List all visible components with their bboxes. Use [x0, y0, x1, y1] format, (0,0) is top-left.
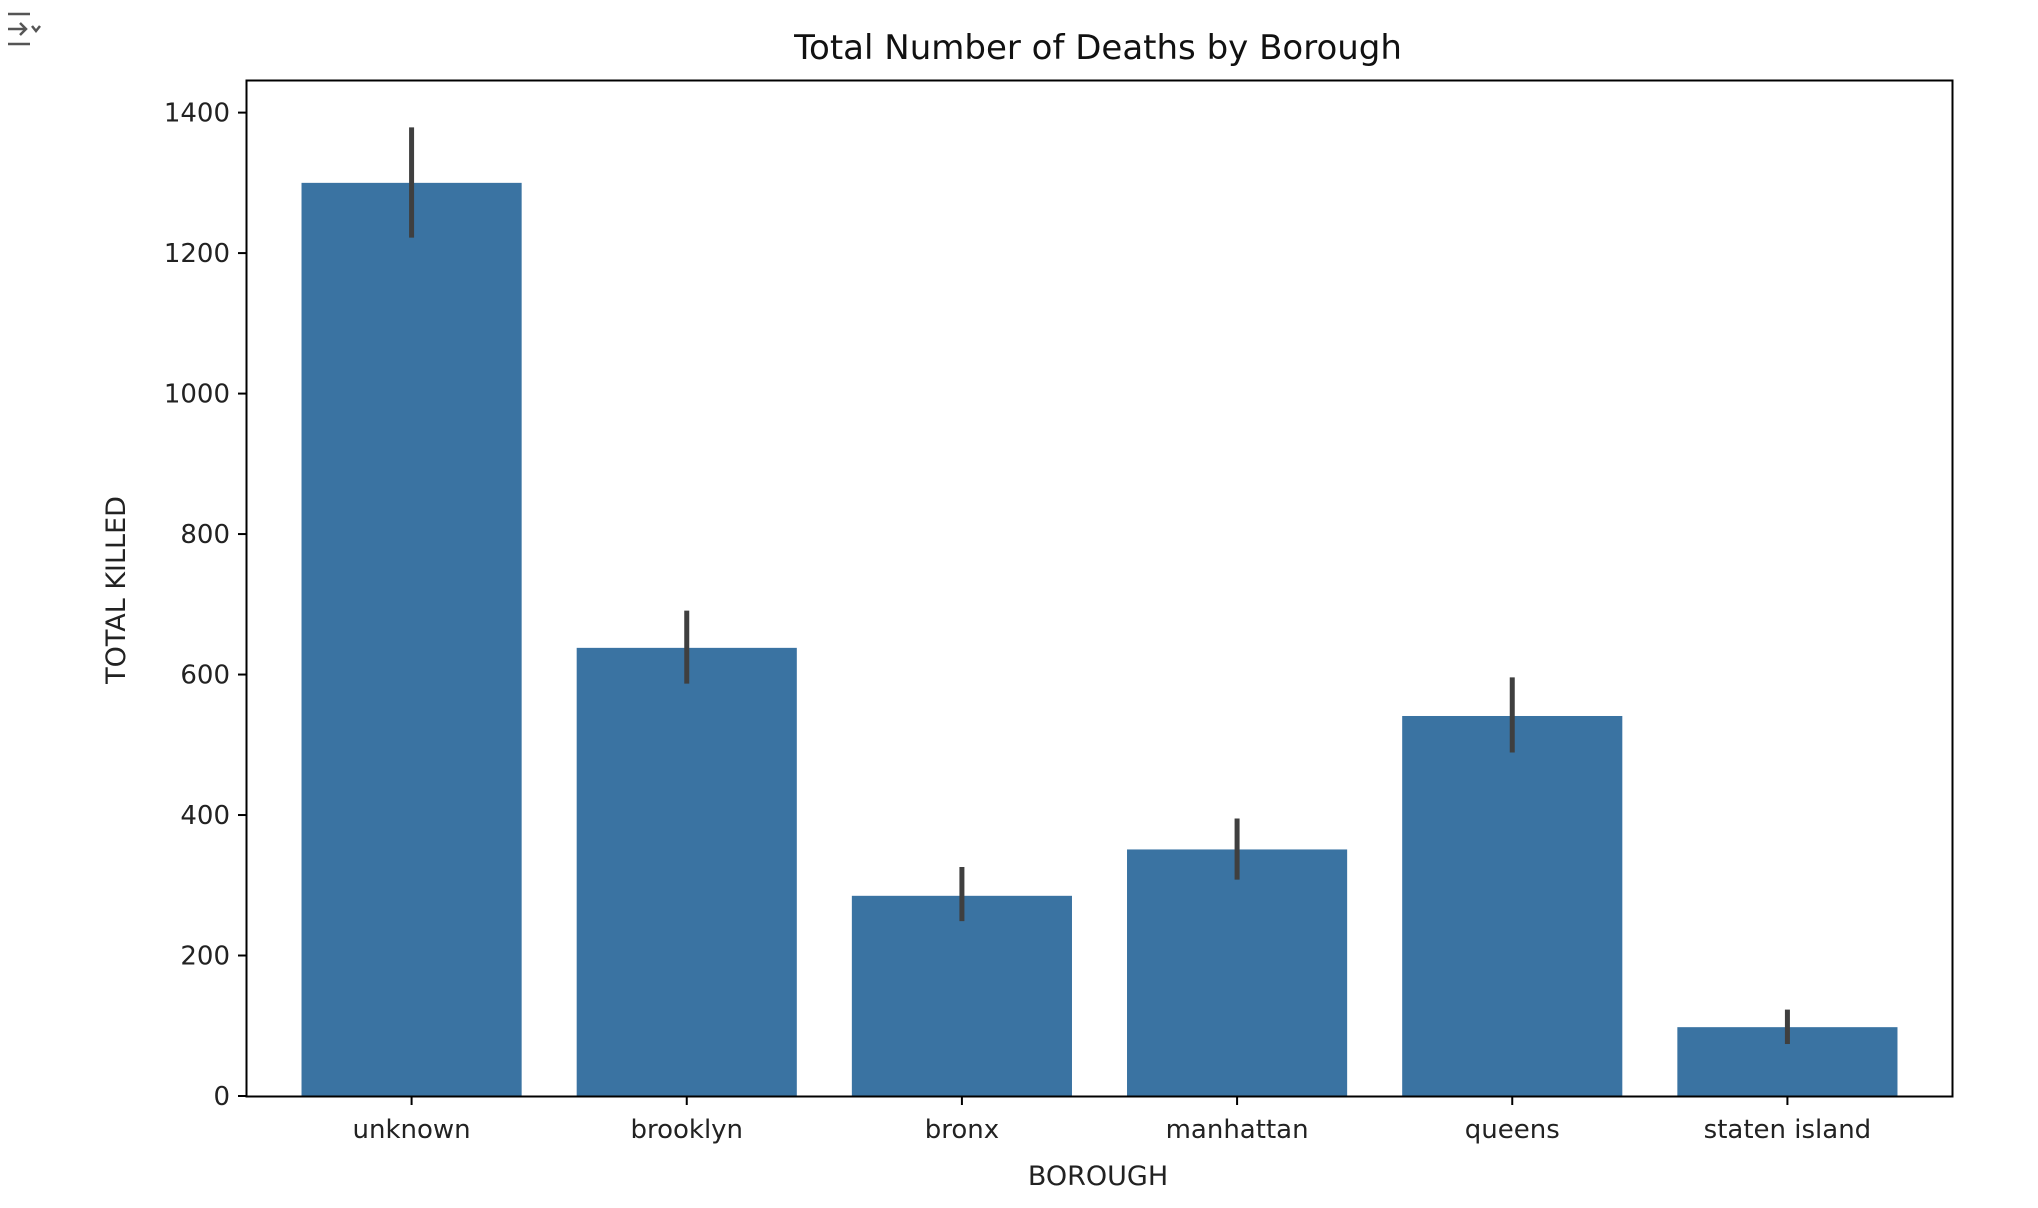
y-tick-label: 800	[180, 520, 230, 550]
y-tick-label: 600	[180, 661, 230, 691]
y-tick-label: 400	[180, 801, 230, 831]
y-tick-label: 1200	[164, 239, 230, 269]
y-axis-title: TOTAL KILLED	[101, 496, 132, 685]
x-tick-label: staten island	[1704, 1115, 1872, 1145]
collapse-output-toggle[interactable]	[4, 8, 44, 48]
y-tick-label: 1000	[164, 380, 230, 410]
bar-bronx	[851, 895, 1072, 1096]
collapse-output-icon	[8, 12, 41, 46]
x-tick-label: brooklyn	[630, 1115, 743, 1145]
y-tick-label: 0	[213, 1082, 230, 1112]
bar-queens	[1402, 715, 1623, 1096]
bar-brooklyn	[576, 647, 797, 1096]
y-axis: 0 200 400 600 800 1000 1200 1400	[164, 99, 247, 1112]
errorbars-group	[409, 127, 1790, 1045]
bars-group	[301, 182, 1898, 1097]
y-tick-label: 1400	[164, 99, 230, 129]
bar-manhattan	[1127, 849, 1348, 1096]
plot-frame	[245, 79, 1954, 1098]
x-tick-label: manhattan	[1166, 1115, 1309, 1145]
bar-unknown	[301, 182, 522, 1097]
x-tick-label: bronx	[925, 1115, 999, 1145]
x-tick-label: unknown	[353, 1115, 471, 1145]
y-tick-label: 200	[180, 942, 230, 972]
chart-title: Total Number of Deaths by Borough	[793, 28, 1402, 68]
x-tick-label: queens	[1465, 1115, 1560, 1145]
x-axis-title: BOROUGH	[1028, 1161, 1168, 1192]
x-axis: unknown brooklyn bronx manhattan queens state…	[353, 1096, 1872, 1145]
